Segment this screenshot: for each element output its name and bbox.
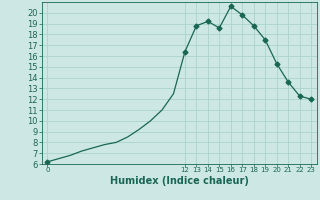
X-axis label: Humidex (Indice chaleur): Humidex (Indice chaleur) <box>110 176 249 186</box>
